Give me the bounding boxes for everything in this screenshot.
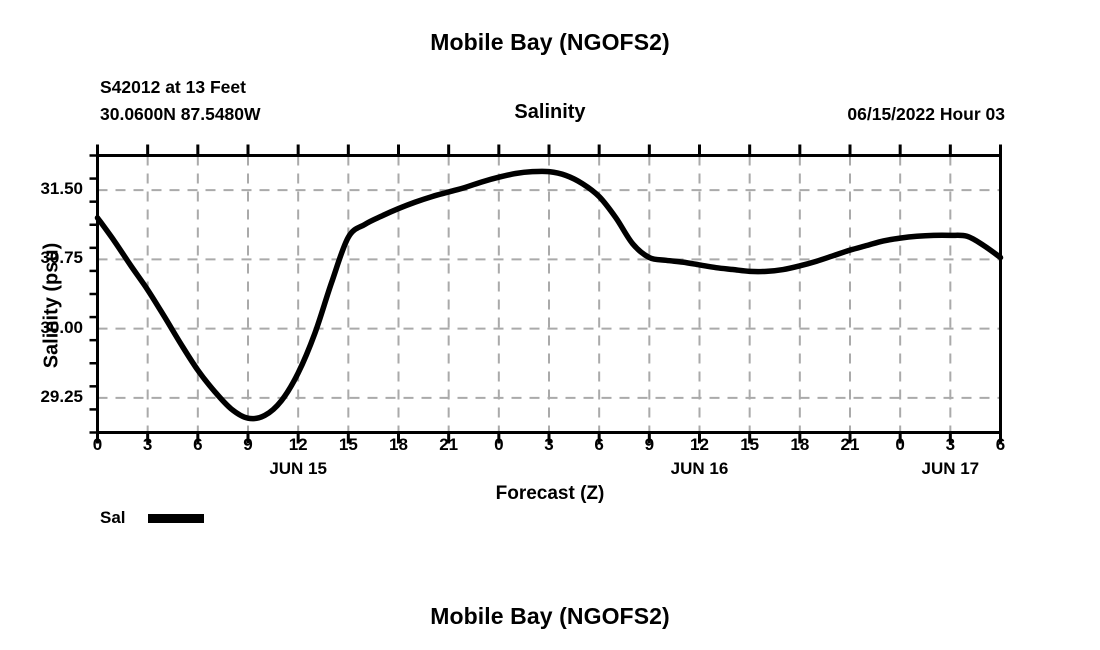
gridlines-vertical [146,155,952,433]
x-tick-label: 0 [895,435,905,454]
datetime-label: 06/15/2022 Hour 03 [847,104,1005,124]
x-axis-title: Forecast (Z) [495,483,605,504]
x-day-label: JUN 16 [670,459,729,478]
legend-swatch-sal [147,513,204,523]
x-tick-label: 18 [389,435,408,454]
y-tick-label: 29.25 [40,386,83,406]
page-title-bottom: Mobile Bay (NGOFS2) [430,603,670,629]
gridlines-horizontal [97,189,1001,399]
page-title-top: Mobile Bay (NGOFS2) [430,29,670,55]
variable-label: Salinity [514,101,586,123]
x-tick-label: 12 [288,435,308,454]
coordinates-label: 30.0600N 87.5480W [100,104,261,124]
x-tick-label: 6 [995,435,1006,454]
legend: Sal [100,508,204,528]
x-tick-label: 9 [243,435,253,454]
plot-frame [96,154,1002,434]
y-tick-label: 31.50 [40,179,83,199]
x-tick-label: 15 [740,435,760,454]
x-tick-label: 21 [439,435,459,454]
x-tick-label: 0 [92,435,103,454]
y-tick-label: 30.00 [40,317,83,337]
data-line-sal [94,168,1004,422]
x-tick-label: 6 [594,435,604,454]
x-tick-label: 6 [193,435,203,454]
x-tick-label: 15 [338,435,358,454]
x-day-label: JUN 17 [921,459,980,478]
x-tick-label: 3 [945,435,956,454]
y-tick-label: 30.75 [40,248,83,268]
legend-label-sal: Sal [100,508,126,527]
x-tick-label: 21 [840,435,860,454]
x-tick-label: 3 [142,435,153,454]
x-tick-label: 0 [494,435,504,454]
tick-marks-x [96,144,1002,444]
x-tick-label: 3 [544,435,554,454]
tick-marks-y [89,154,98,434]
x-tick-label: 18 [790,435,810,454]
x-tick-label: 12 [690,435,709,454]
x-day-label: JUN 15 [269,459,327,478]
station-label: S42012 at 13 Feet [100,77,246,97]
x-tick-label: 9 [644,435,655,454]
